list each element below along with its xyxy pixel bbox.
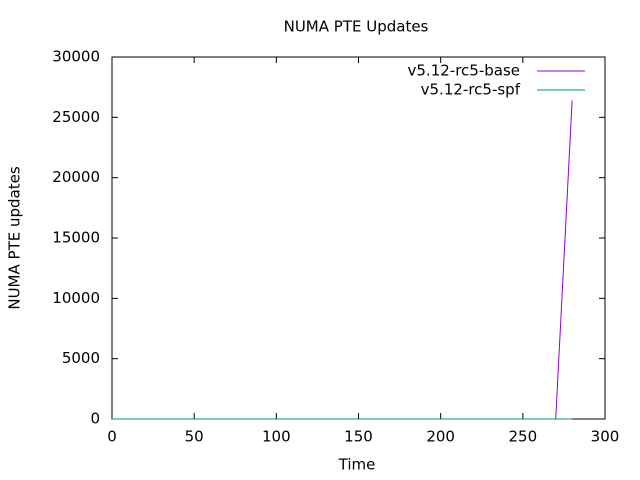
y-axis-label: NUMA PTE updates	[6, 166, 24, 309]
x-tick-label: 150	[344, 428, 373, 446]
y-tick-label: 10000	[52, 289, 100, 307]
x-tick-label: 50	[185, 428, 204, 446]
y-tick-label: 5000	[62, 349, 100, 367]
y-tick-label: 25000	[52, 108, 100, 126]
x-tick-label: 200	[426, 428, 455, 446]
x-axis-label: Time	[338, 456, 376, 474]
y-tick-label: 15000	[52, 229, 100, 247]
x-tick-label: 250	[509, 428, 538, 446]
x-tick-label: 0	[107, 428, 117, 446]
x-tick-label: 300	[591, 428, 620, 446]
legend-label: v5.12-rc5-spf	[421, 81, 521, 99]
chart-title: NUMA PTE Updates	[284, 18, 429, 36]
series-line	[112, 100, 573, 420]
plot-frame	[111, 56, 606, 420]
legend-label: v5.12-rc5-base	[408, 62, 521, 80]
x-tick-label: 100	[262, 428, 291, 446]
y-tick-label: 20000	[52, 168, 100, 186]
y-tick-label: 0	[90, 410, 100, 428]
y-tick-label: 30000	[52, 48, 100, 66]
